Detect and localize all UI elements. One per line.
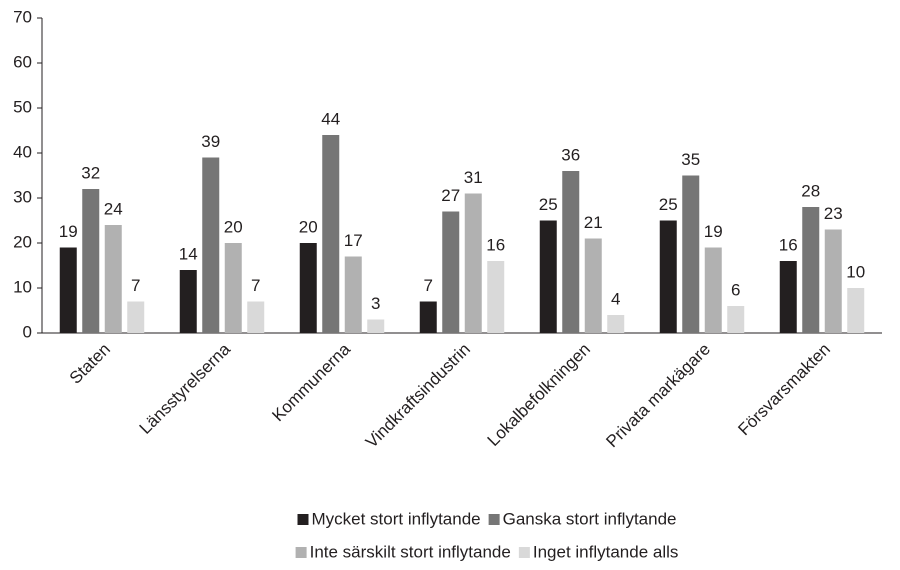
value-label: 44	[321, 109, 340, 128]
bar	[802, 207, 820, 333]
x-tick-label: Försvarsmakten	[734, 340, 834, 440]
bar	[179, 270, 197, 333]
value-label: 7	[131, 276, 140, 295]
bar	[127, 301, 145, 333]
legend-label: Ganska stort inflytande	[503, 509, 677, 528]
value-label: 7	[424, 276, 433, 295]
bar	[487, 261, 505, 333]
x-tick-label: Staten	[66, 340, 114, 388]
legend-label: Mycket stort inflytande	[312, 509, 481, 528]
legend-swatch	[488, 514, 500, 525]
value-label: 4	[611, 289, 620, 308]
legend-swatch	[295, 547, 307, 558]
y-tick-label: 30	[13, 187, 32, 206]
x-tick-label: Lokalbefolkningen	[484, 340, 594, 450]
bar	[659, 220, 677, 333]
value-label: 7	[251, 276, 260, 295]
y-tick-label: 40	[13, 142, 32, 161]
value-label: 27	[441, 186, 460, 205]
value-label: 14	[179, 244, 198, 263]
bar	[59, 247, 77, 333]
bar	[344, 256, 362, 333]
bar	[682, 175, 700, 333]
bar	[727, 306, 745, 333]
value-label: 25	[539, 195, 558, 214]
value-label: 10	[846, 262, 865, 281]
value-label: 19	[704, 222, 723, 241]
x-tick-label: Länsstyrelserna	[136, 339, 235, 438]
bar	[824, 229, 842, 333]
value-label: 16	[779, 235, 798, 254]
value-label: 21	[584, 213, 603, 232]
value-label: 6	[731, 280, 740, 299]
bar	[104, 225, 122, 333]
value-label: 23	[824, 204, 843, 223]
value-label: 32	[81, 163, 100, 182]
bar	[419, 301, 437, 333]
value-label: 31	[464, 168, 483, 187]
legend-swatch	[518, 547, 530, 558]
bar	[299, 243, 317, 333]
x-tick-label: Kommunerna	[268, 339, 354, 425]
value-label: 28	[801, 181, 820, 200]
x-tick-label: Privata markägare	[602, 340, 714, 452]
bar	[224, 243, 242, 333]
bar	[847, 288, 865, 333]
legend-swatch	[297, 514, 309, 525]
bar	[464, 193, 482, 333]
bar	[247, 301, 265, 333]
bar	[779, 261, 797, 333]
bar	[584, 238, 602, 333]
legend-label: Inte särskilt stort inflytande	[310, 542, 511, 561]
value-label: 20	[224, 217, 243, 236]
value-label: 16	[486, 235, 505, 254]
value-label: 20	[299, 217, 318, 236]
y-tick-label: 0	[23, 322, 32, 341]
value-label: 24	[104, 199, 123, 218]
value-label: 25	[659, 195, 678, 214]
y-tick-label: 20	[13, 232, 32, 251]
legend-row: Mycket stort inflytande Ganska stort infl…	[297, 509, 677, 528]
value-label: 3	[371, 294, 380, 313]
value-label: 36	[561, 145, 580, 164]
legend-label: Inget inflytande alls	[533, 542, 679, 561]
x-tick-label: Vindkraftsindustrin	[362, 340, 474, 452]
value-label: 17	[344, 231, 363, 250]
bar	[82, 189, 100, 333]
legend-row: Inte särskilt stort inflytande Inget infl…	[295, 542, 679, 561]
y-tick-label: 70	[13, 7, 32, 26]
value-label: 35	[681, 150, 700, 169]
bar	[367, 319, 385, 333]
bar	[202, 157, 220, 333]
bar	[322, 135, 340, 333]
bar	[704, 247, 722, 333]
value-label: 19	[59, 222, 78, 241]
y-tick-label: 50	[13, 97, 32, 116]
bar	[607, 315, 625, 333]
y-tick-label: 60	[13, 52, 32, 71]
value-label: 39	[201, 132, 220, 151]
bar	[442, 211, 460, 333]
bar	[562, 171, 580, 333]
bar	[539, 220, 557, 333]
y-tick-label: 10	[13, 277, 32, 296]
